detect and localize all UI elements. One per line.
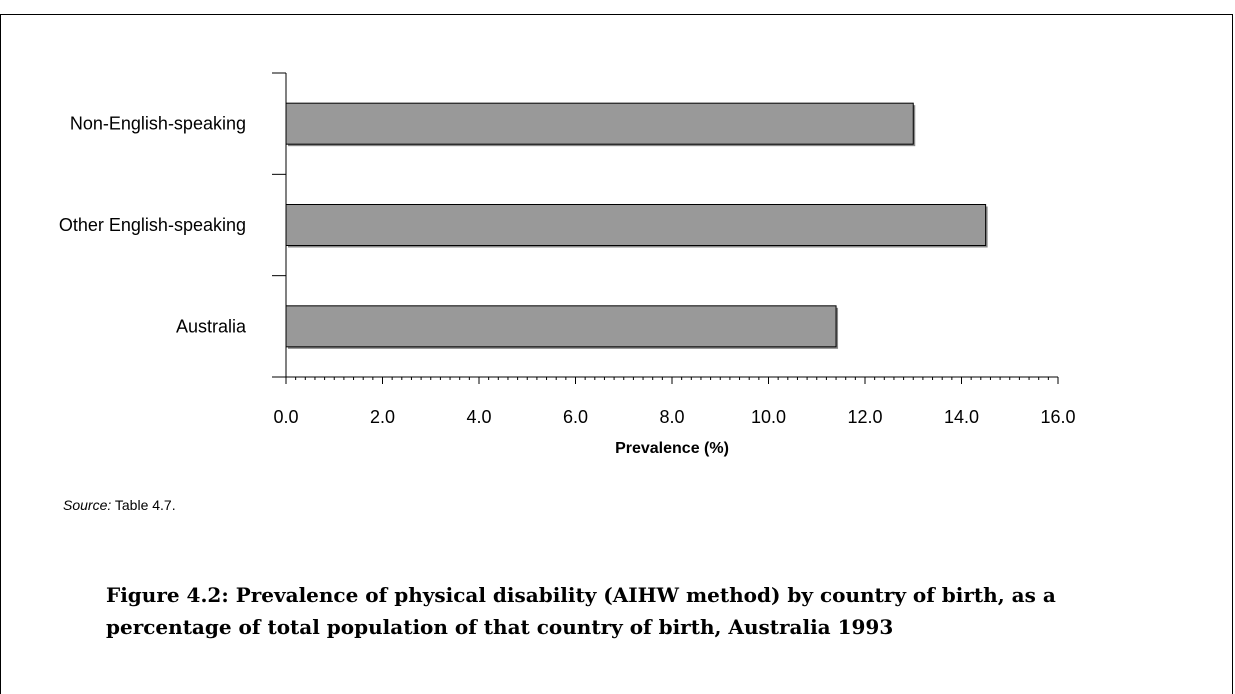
source-note: Source: Table 4.7. [63, 497, 176, 513]
bar [285, 204, 987, 246]
x-tick-label: 12.0 [847, 407, 882, 427]
figure-frame [0, 14, 1233, 694]
bar-chart: Non-English-speaking Other English-speaki… [59, 72, 1076, 457]
x-tick-label: 2.0 [370, 407, 395, 427]
x-axis-title: Prevalence (%) [615, 440, 729, 457]
x-tick-label: 0.0 [273, 407, 298, 427]
category-labels: Non-English-speaking Other English-speaki… [59, 114, 247, 337]
category-label: Other English-speaking [59, 215, 246, 235]
bar [285, 102, 914, 145]
y-axis [272, 72, 287, 378]
source-label: Source: [63, 497, 112, 513]
category-label: Australia [176, 316, 247, 336]
x-tick-labels: 0.0 2.0 4.0 6.0 8.0 10.0 12.0 14.0 16.0 [273, 407, 1075, 427]
x-axis [272, 376, 1059, 384]
bar [285, 305, 837, 348]
x-tick-label: 8.0 [659, 407, 684, 427]
figure-caption: Figure 4.2: Prevalence of physical disab… [106, 583, 1056, 639]
x-tick-label: 16.0 [1040, 407, 1075, 427]
category-label: Non-English-speaking [70, 114, 246, 134]
x-tick-label: 4.0 [466, 407, 491, 427]
source-text: Table 4.7. [111, 497, 176, 513]
x-tick-label: 10.0 [751, 407, 786, 427]
x-tick-label: 6.0 [563, 407, 588, 427]
bars [285, 102, 988, 349]
x-tick-label: 14.0 [944, 407, 979, 427]
